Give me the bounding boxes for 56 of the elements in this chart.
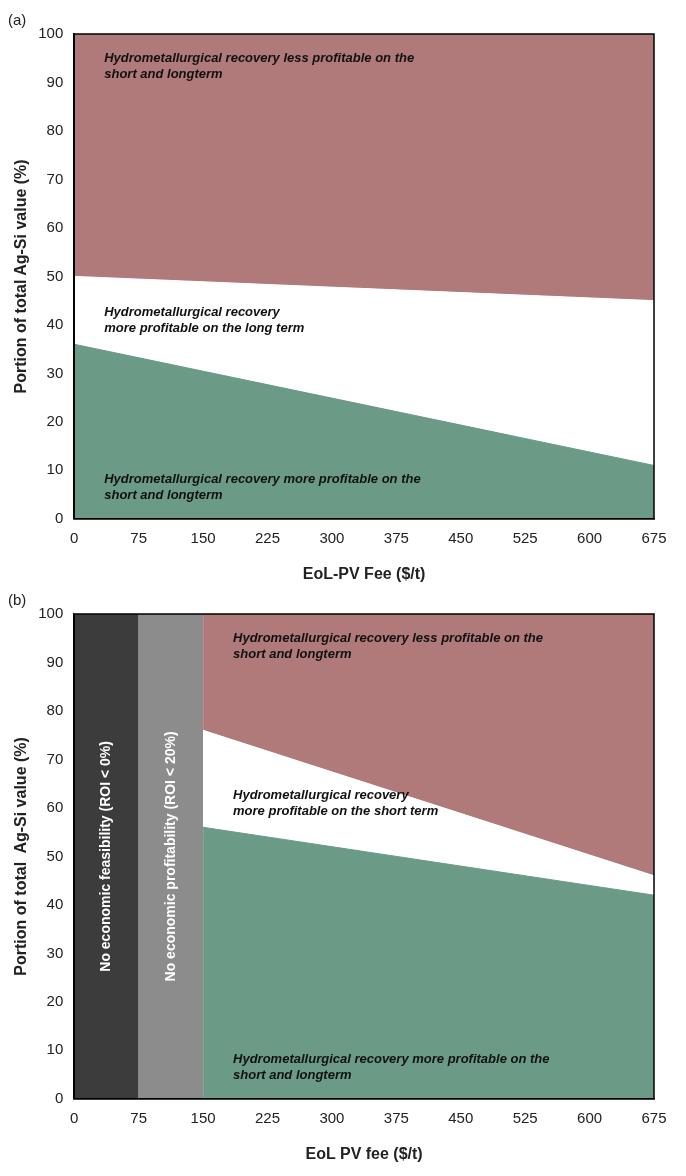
y-tick-label: 80 <box>46 121 64 139</box>
y-tick-label: 100 <box>38 24 64 42</box>
annotation: Hydrometallurgical recovery more profitable on the long term <box>104 304 305 336</box>
x-tick-label: 225 <box>254 528 280 546</box>
y-tick-label: 10 <box>46 1040 64 1058</box>
x-tick-label: 375 <box>383 1108 409 1126</box>
annotation: Hydrometallurgical recovery more profitable on the short term <box>233 787 439 819</box>
annotation: Hydrometallurgical recovery more profitable on the short and longterm <box>104 470 421 502</box>
annotation: Hydrometallurgical recovery less profitable on the short and longterm <box>233 630 543 662</box>
y-tick-label: 50 <box>46 266 64 284</box>
y-tick-label: 100 <box>38 604 64 622</box>
x-tick-label: 600 <box>577 528 603 546</box>
y-tick-label: 40 <box>46 315 64 333</box>
x-tick-label: 225 <box>254 1108 280 1126</box>
x-tick-label: 450 <box>448 1108 474 1126</box>
x-tick-label: 675 <box>641 528 667 546</box>
x-tick-label: 0 <box>70 1108 79 1126</box>
band-label: No economic profitability (ROI < 20%) <box>161 731 178 982</box>
y-tick-label: 70 <box>46 169 64 187</box>
x-tick-label: 300 <box>319 528 345 546</box>
y-tick-label: 90 <box>46 652 64 670</box>
chart-title: (b) <box>8 591 27 609</box>
y-tick-label: 60 <box>46 798 64 816</box>
y-tick-label: 60 <box>46 218 64 236</box>
band-label: No economic feasibility (ROI < 0%) <box>97 741 114 972</box>
y-tick-label: 50 <box>46 846 64 864</box>
y-tick-label: 20 <box>46 411 64 429</box>
annotation: Hydrometallurgical recovery less profitable on the short and longterm <box>104 50 415 82</box>
y-tick-label: 70 <box>46 749 64 767</box>
y-axis-title: Portion of total Ag-Si value (%) <box>12 159 30 394</box>
x-tick-label: 75 <box>130 1108 147 1126</box>
x-tick-label: 525 <box>512 1108 538 1126</box>
annotation: Hydrometallurgical recovery more profitable on the short and longterm <box>233 1050 550 1082</box>
y-tick-label: 40 <box>46 895 64 913</box>
x-tick-label: 375 <box>383 528 409 546</box>
x-axis-title: EoL PV fee ($/t) <box>305 1144 423 1162</box>
y-tick-label: 90 <box>46 72 64 90</box>
x-tick-label: 525 <box>512 528 538 546</box>
x-tick-label: 75 <box>130 528 147 546</box>
y-axis-title: Portion of total Ag-Si value (%) <box>12 737 30 976</box>
y-tick-label: 10 <box>46 460 64 478</box>
y-tick-label: 0 <box>54 1088 64 1106</box>
y-tick-label: 30 <box>46 943 64 961</box>
x-tick-label: 300 <box>319 1108 345 1126</box>
x-tick-label: 0 <box>70 528 79 546</box>
y-tick-label: 30 <box>46 363 64 381</box>
x-tick-label: 150 <box>190 1108 216 1126</box>
x-tick-label: 150 <box>190 528 216 546</box>
chart-title: (a) <box>8 11 27 29</box>
y-tick-label: 20 <box>46 991 64 1009</box>
y-tick-label: 0 <box>54 508 64 526</box>
x-tick-label: 450 <box>448 528 474 546</box>
x-tick-label: 675 <box>641 1108 667 1126</box>
x-axis-title: EoL-PV Fee ($/t) <box>302 564 426 582</box>
x-tick-label: 600 <box>577 1108 603 1126</box>
y-tick-label: 80 <box>46 701 64 719</box>
